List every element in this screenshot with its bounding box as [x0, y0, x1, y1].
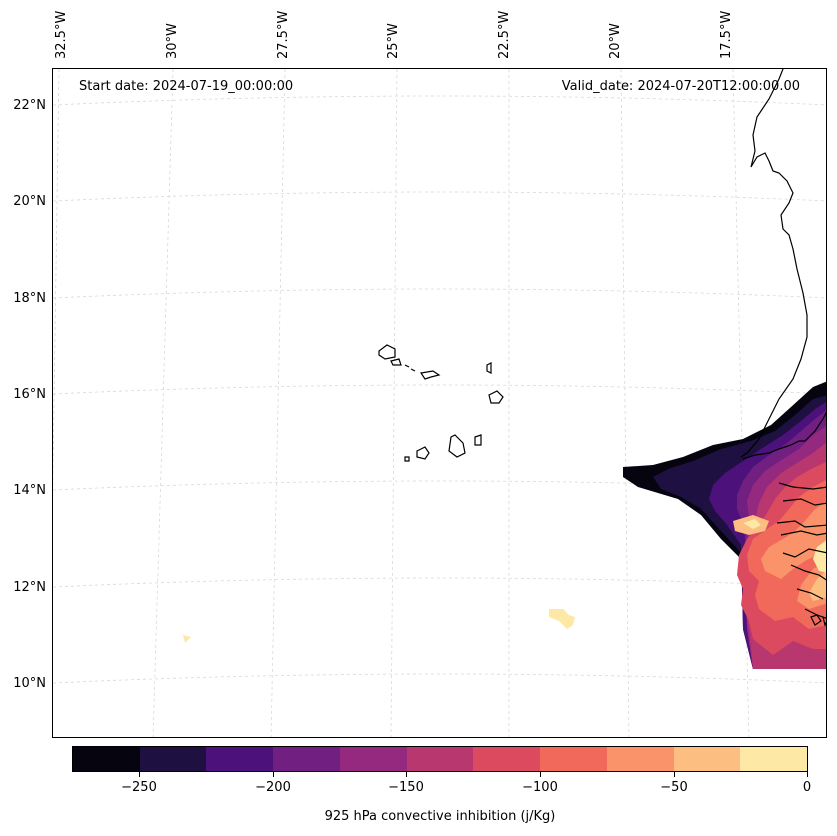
bissagos-islands: [810, 614, 826, 627]
island-sal: [486, 362, 492, 374]
colorbar-segment: [673, 747, 741, 771]
colorbar-segment: [606, 747, 674, 771]
colorbar-segment: [339, 747, 407, 771]
colorbar-segment: [73, 747, 140, 771]
start-date-label: Start date: 2024-07-19_00:00:00: [79, 79, 294, 94]
colorbar-segment: [473, 747, 541, 771]
cin-field: [183, 381, 826, 669]
lat-label-14n: 14°N: [13, 483, 46, 498]
island-maio: [474, 434, 482, 446]
colorbar-segment: [740, 747, 808, 771]
colorbar-segment: [273, 747, 340, 771]
island-sao-nicolau: [419, 370, 441, 380]
island-santiago: [448, 434, 466, 458]
lon-label-32-5w: 32.5°W: [54, 10, 69, 59]
lat-label-22n: 22°N: [13, 98, 46, 113]
lon-label-27-5w: 27.5°W: [276, 10, 291, 59]
colorbar-tick: [139, 772, 140, 777]
country-borders: [776, 482, 826, 619]
island-santo-antao: [378, 344, 396, 360]
colorbar-tick: [273, 772, 274, 777]
lon-label-22-5w: 22.5°W: [497, 10, 512, 59]
colorbar-tick: [807, 772, 808, 777]
cin-band-9: [761, 502, 826, 579]
colorbar-tick-label: −250: [121, 780, 157, 795]
map-panel: Start date: 2024-07-19_00:00:00 Valid_da…: [52, 68, 827, 738]
colorbar-tick-label: −200: [255, 780, 291, 795]
colorbar-tick: [540, 772, 541, 777]
colorbar-tick: [406, 772, 407, 777]
valid-date-label: Valid_date: 2024-07-20T12:00:00.00: [561, 79, 800, 94]
lon-label-25w: 25°W: [386, 23, 401, 59]
colorbar: [72, 746, 808, 772]
cin-band-11: [813, 540, 826, 573]
coastlines: [378, 69, 826, 627]
lon-label-20w: 20°W: [608, 23, 623, 59]
colorbar-segment: [406, 747, 474, 771]
island-boa-vista: [488, 390, 504, 404]
colorbar-tick-label: 0: [802, 780, 812, 795]
colorbar-tick-label: −100: [522, 780, 558, 795]
lat-label-18n: 18°N: [13, 291, 46, 306]
lon-label-30w: 30°W: [165, 23, 180, 59]
colorbar-segment: [139, 747, 207, 771]
lat-label-12n: 12°N: [13, 580, 46, 595]
island-santa-luzia: [404, 364, 416, 372]
cin-patch-central: [549, 609, 575, 629]
colorbar-tick-label: −150: [388, 780, 424, 795]
cin-band-11b: [743, 519, 761, 529]
lat-label-10n: 10°N: [13, 676, 46, 691]
island-brava: [404, 456, 410, 462]
colorbar-segment: [206, 747, 274, 771]
graticule: [53, 69, 826, 737]
african-coastline: [740, 69, 826, 460]
lat-label-16n: 16°N: [13, 387, 46, 402]
lat-label-20n: 20°N: [13, 194, 46, 209]
cin-patch-west: [183, 635, 191, 643]
lon-label-17-5w: 17.5°W: [719, 10, 734, 59]
colorbar-title: 925 hPa convective inhibition (j/Kg): [324, 809, 556, 824]
island-sao-vicente: [390, 358, 402, 366]
map-canvas: [53, 69, 826, 737]
island-fogo: [416, 446, 430, 460]
colorbar-tick: [674, 772, 675, 777]
colorbar-tick-label: −50: [660, 780, 688, 795]
colorbar-segment: [540, 747, 607, 771]
